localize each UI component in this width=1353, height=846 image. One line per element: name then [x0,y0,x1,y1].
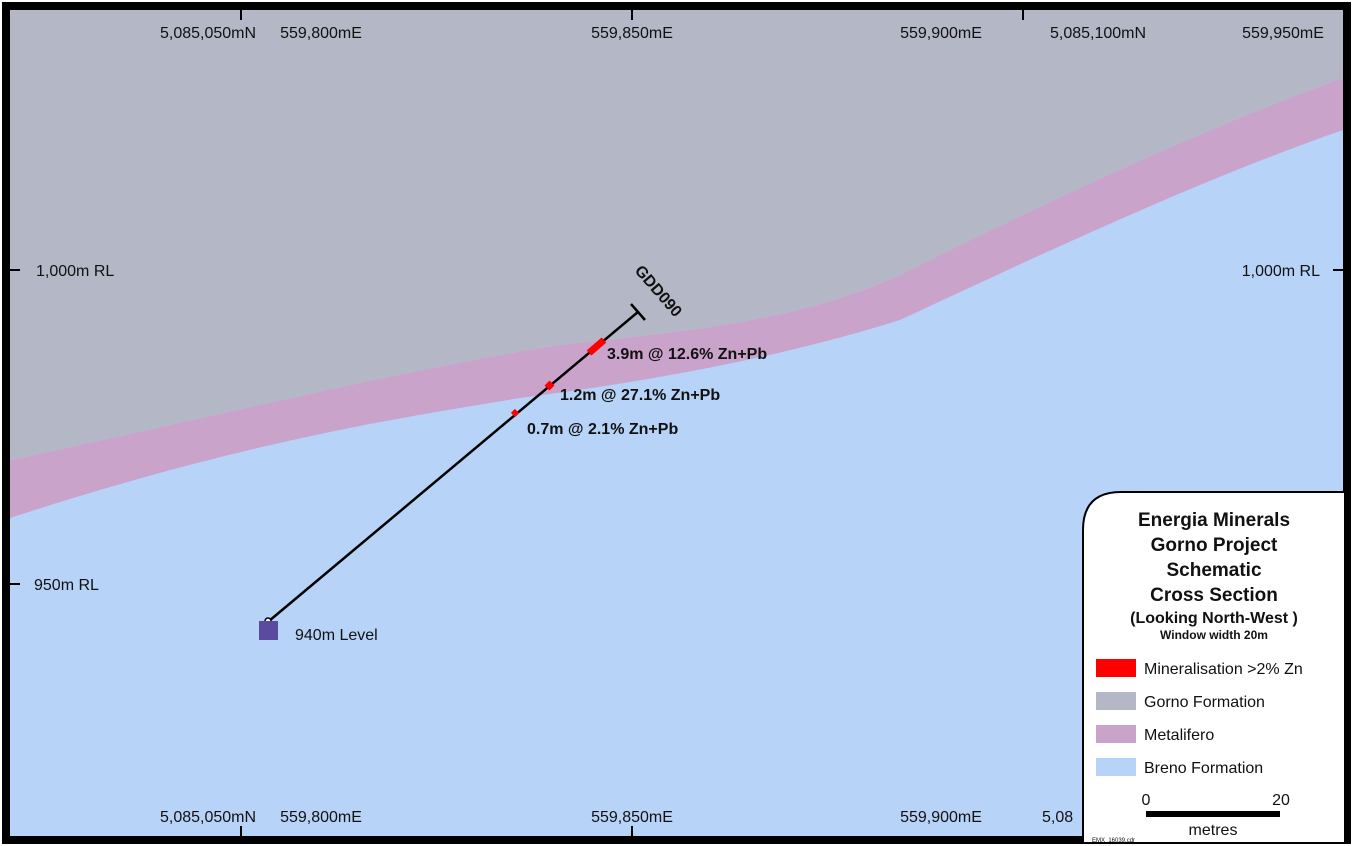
legend-swatch-gorno [1096,692,1136,710]
top-label-easting-900: 559,900mE [900,25,982,42]
top-axis: 5,085,050mN 559,800mE 559,850mE 559,900m… [160,10,1324,42]
metalifero-unit [10,78,1343,518]
legend-title-line-4: Cross Section [1150,585,1278,606]
legend-label-metalifero: Metalifero [1144,727,1214,744]
scale-bar-unit: metres [1189,822,1238,839]
legend-label-breno: Breno Formation [1144,760,1263,777]
legend-swatch-metalifero [1096,725,1136,743]
mineralisation-interval-2 [544,380,555,391]
level-940-label: 940m Level [295,627,378,644]
intercept-label-2: 1.2m @ 27.1% Zn+Pb [560,387,720,404]
bottom-label-easting-800: 559,800mE [280,809,362,826]
gorno-formation-unit [10,10,1343,460]
legend-subtitle: (Looking North-West ) [1130,610,1298,627]
drillhole-trace [268,311,639,622]
bottom-label-easting-900: 559,900mE [900,809,982,826]
top-label-northing-1: 5,085,050mN [160,25,256,42]
top-label-northing-2: 5,085,100mN [1050,25,1146,42]
scale-bar-max-label: 20 [1272,792,1290,809]
legend-panel: Energia Minerals Gorno Project Schematic… [1082,491,1346,844]
legend-title-line-3: Schematic [1166,560,1261,581]
legend-title-line-2: Gorno Project [1151,535,1278,556]
legend-box [1082,491,1346,844]
legend-swatch-mineralisation [1096,659,1136,677]
rl-levels: 1,000m RL 1,000m RL 950m RL [10,263,1343,594]
top-label-easting-950: 559,950mE [1242,25,1324,42]
intercept-label-1: 3.9m @ 12.6% Zn+Pb [607,346,767,363]
mineralisation-interval-1 [586,337,607,356]
bottom-label-northing-1: 5,085,050mN [160,809,256,826]
drillhole-end-cap [630,303,646,321]
bottom-axis: 5,085,050mN 559,800mE 559,850mE 559,900m… [160,809,1073,836]
intercept-label-3: 0.7m @ 2.1% Zn+Pb [527,421,678,438]
mineralisation-interval-3 [510,408,520,418]
legend-label-gorno: Gorno Formation [1144,694,1265,711]
bottom-label-northing-2: 5,08 [1042,809,1073,826]
legend-window-width: Window width 20m [1160,628,1268,642]
rl-1000-left-label: 1,000m RL [36,263,114,280]
legend-swatch-breno [1096,758,1136,776]
top-label-easting-800: 559,800mE [280,25,362,42]
rl-1000-right-label: 1,000m RL [1242,263,1320,280]
bottom-label-easting-850: 559,850mE [591,809,673,826]
level-marker-940 [259,621,278,640]
rl-950-label: 950m RL [34,577,99,594]
legend-label-mineralisation: Mineralisation >2% Zn [1144,661,1303,678]
scale-bar [1146,811,1280,817]
file-reference: EMX_16039.cdr [1092,838,1135,844]
legend-title-line-1: Energia Minerals [1138,510,1290,531]
scale-bar-min-label: 0 [1142,792,1151,809]
top-label-easting-850: 559,850mE [591,25,673,42]
